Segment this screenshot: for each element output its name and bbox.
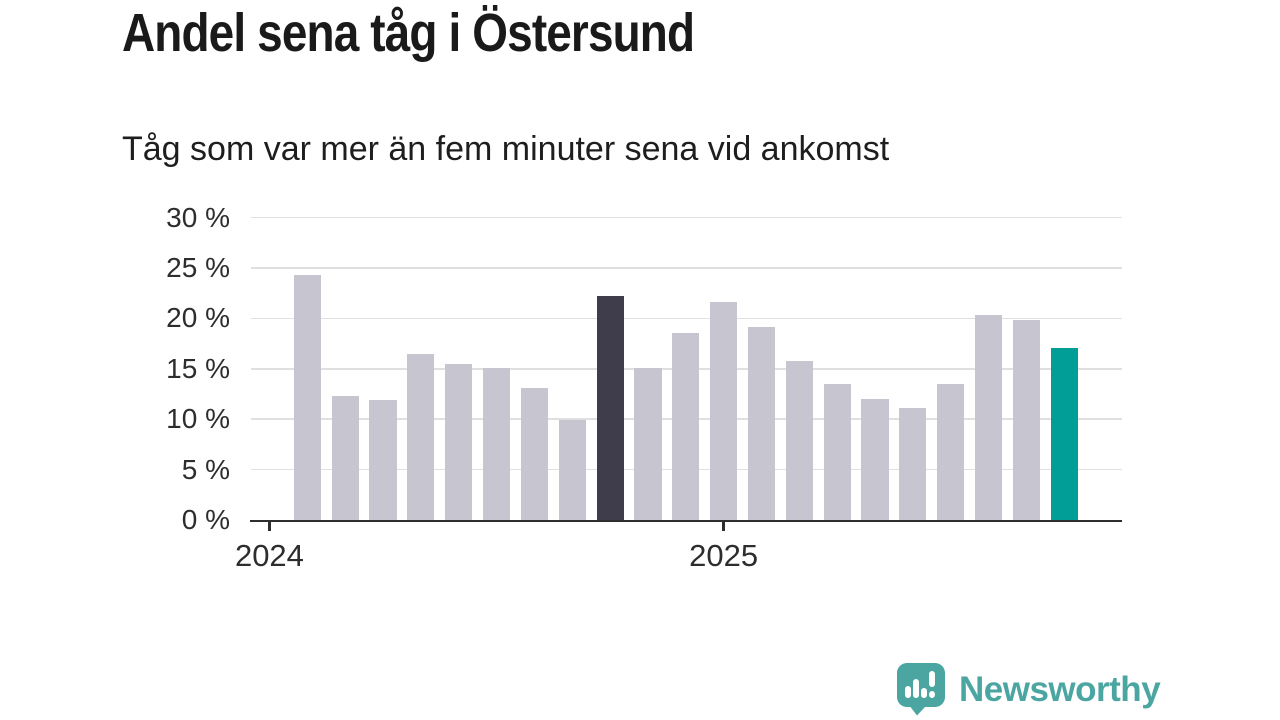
bar-1-base <box>293 274 321 520</box>
x-axis-tick <box>722 521 725 531</box>
bar-4-base <box>407 353 435 520</box>
y-axis-label: 15 % <box>166 352 230 384</box>
y-gridline <box>251 317 1122 320</box>
bar-7-base <box>520 387 548 520</box>
x-axis-label: 2025 <box>689 538 759 573</box>
bar-13-base <box>747 327 776 520</box>
bar-18-base <box>937 383 965 520</box>
bar-17-base <box>899 408 927 520</box>
bar-16-base <box>861 399 889 520</box>
bar-10-base <box>634 367 662 520</box>
y-axis-label: 20 % <box>166 302 230 334</box>
newsworthy-wordmark: Newsworthy <box>959 669 1161 709</box>
bar-8-base <box>558 420 586 520</box>
y-axis-label: 5 % <box>181 453 230 485</box>
x-axis-line <box>250 519 1122 522</box>
y-axis-label: 30 % <box>166 201 230 233</box>
y-axis-label: 25 % <box>166 251 230 283</box>
bar-20-base <box>1012 320 1041 520</box>
bar-19-base <box>975 315 1003 520</box>
bar-5-base <box>445 363 473 520</box>
bar-12-base <box>710 302 738 520</box>
bar-11-base <box>672 333 700 520</box>
x-axis-tick <box>268 521 271 531</box>
bar-9-dark <box>596 296 624 520</box>
y-gridline <box>251 267 1122 269</box>
bar-6-base <box>482 367 511 520</box>
bar-21-teal <box>1050 347 1078 520</box>
y-axis-label: 10 % <box>166 403 230 435</box>
bar-3-base <box>369 400 397 520</box>
page-title: Andel sena tåg i Östersund <box>122 3 695 63</box>
newsworthy-logo: Newsworthy <box>897 663 1161 716</box>
x-axis-label: 2024 <box>234 538 304 573</box>
newsworthy-speech-bubble-chart-icon <box>897 663 946 716</box>
bar-14-base <box>785 360 813 520</box>
y-gridline <box>251 216 1122 219</box>
bar-15-base <box>823 383 851 520</box>
page-subtitle: Tåg som var mer än fem minuter sena vid … <box>122 130 890 168</box>
bar-2-base <box>331 395 359 520</box>
y-axis-label: 0 % <box>181 504 230 535</box>
